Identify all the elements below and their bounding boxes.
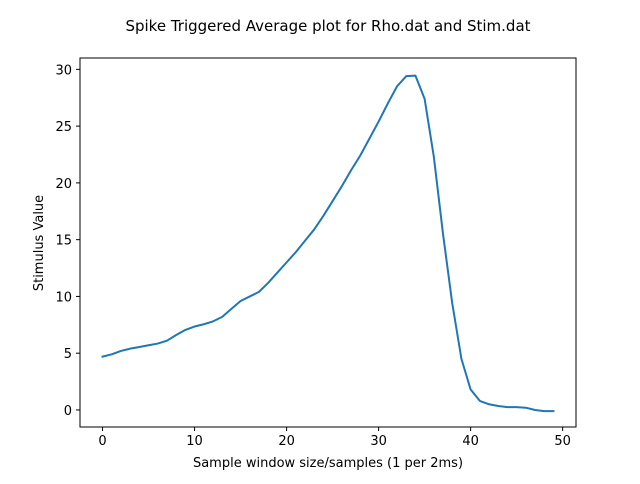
x-tick-label: 40 bbox=[462, 434, 479, 449]
series-line-0 bbox=[101, 74, 555, 413]
plot-area bbox=[79, 57, 577, 428]
y-tick-label: 10 bbox=[55, 290, 72, 305]
chart-title: Spike Triggered Average plot for Rho.dat… bbox=[125, 17, 530, 35]
plot-frame bbox=[79, 57, 577, 428]
y-tick-label: 30 bbox=[55, 63, 72, 78]
y-axis-label: Stimulus Value bbox=[32, 195, 47, 291]
x-tick-label: 0 bbox=[98, 434, 106, 449]
y-tick-label: 25 bbox=[55, 120, 72, 135]
x-tick-label: 30 bbox=[370, 434, 387, 449]
x-tick-label: 10 bbox=[186, 434, 203, 449]
x-axis-label: Sample window size/samples (1 per 2ms) bbox=[193, 456, 463, 471]
x-tick-label: 50 bbox=[554, 434, 571, 449]
y-axis: 0 5 10 15 20 25 30 bbox=[55, 63, 80, 419]
y-tick-label: 15 bbox=[55, 234, 72, 249]
y-tick-label: 0 bbox=[64, 404, 72, 419]
x-axis: 0 10 20 30 40 50 bbox=[98, 427, 571, 449]
y-tick-label: 5 bbox=[64, 347, 72, 362]
y-tick-label: 20 bbox=[55, 177, 72, 192]
x-tick-label: 20 bbox=[278, 434, 295, 449]
